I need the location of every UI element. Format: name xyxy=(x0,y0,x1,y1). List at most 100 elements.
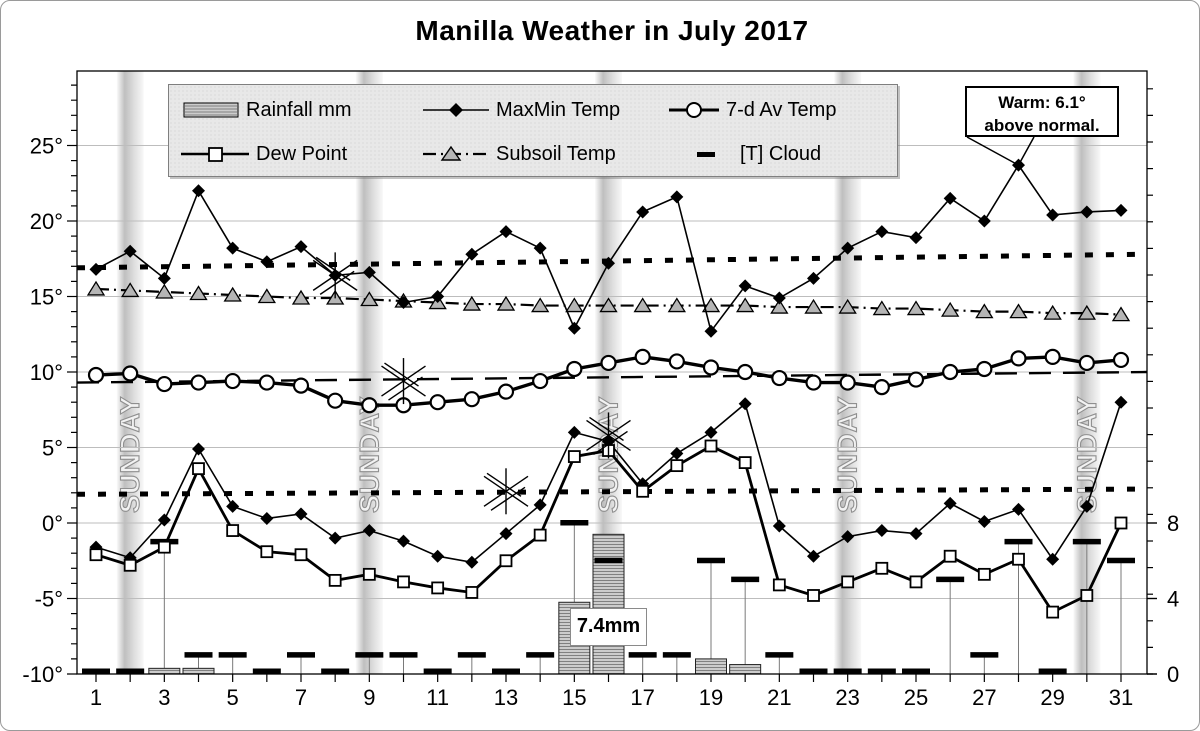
square-marker xyxy=(1046,605,1060,619)
diamond-marker xyxy=(192,442,206,456)
diamond-marker xyxy=(567,321,581,335)
square-marker xyxy=(294,548,308,562)
triangle-marker xyxy=(770,298,789,314)
circle-marker xyxy=(600,354,617,372)
rainfall-bars xyxy=(148,533,762,675)
diamond-marker xyxy=(943,496,957,510)
diamond-marker xyxy=(909,231,923,245)
cloud-dash-day-15 xyxy=(560,520,589,526)
x-label-day-1: 1 xyxy=(90,685,102,710)
square-marker xyxy=(909,575,923,589)
x-label-day-23: 23 xyxy=(835,685,859,710)
square-marker xyxy=(89,548,103,562)
diamond-marker xyxy=(772,519,786,533)
cloud-dash-day-7 xyxy=(287,652,316,658)
circle-marker xyxy=(634,348,651,365)
square-marker xyxy=(772,578,786,592)
cloud-dash-day-24 xyxy=(867,668,896,674)
x-label-day-21: 21 xyxy=(767,685,791,710)
circle-marker xyxy=(87,366,105,384)
rain-bar-day-20 xyxy=(729,664,762,675)
diamond-marker xyxy=(226,499,240,513)
avg7-line-icon xyxy=(669,102,719,118)
diamond-marker xyxy=(157,271,171,285)
legend-label-cloud: [T] Cloud xyxy=(740,142,822,165)
diamond-marker xyxy=(738,279,752,293)
triangle-marker xyxy=(1111,306,1131,322)
circle-marker xyxy=(1078,354,1095,372)
square-marker xyxy=(841,575,855,589)
y-left-label: 10° xyxy=(30,360,63,385)
cloud-dash-day-26 xyxy=(936,576,965,583)
circle-marker xyxy=(429,394,446,411)
chart-title: Manilla Weather in July 2017 xyxy=(415,15,809,46)
diamond-marker xyxy=(1012,502,1026,516)
thunder-marker-day-8 xyxy=(312,252,358,299)
square-marker xyxy=(567,450,581,463)
legend-item-rainfall: Rainfall mm xyxy=(183,98,352,122)
diamond-marker xyxy=(397,534,411,548)
legend-item-cloud: [T] Cloud xyxy=(681,142,821,166)
circle-marker xyxy=(156,375,173,393)
legend-label-dew: Dew Point xyxy=(256,142,348,165)
square-marker xyxy=(875,561,889,575)
diamond-marker xyxy=(465,247,479,261)
diamond-marker xyxy=(157,513,171,527)
cloud-dash-day-4 xyxy=(184,652,213,658)
square-marker xyxy=(123,558,137,572)
square-marker xyxy=(157,540,171,554)
rain-bar-day-16 xyxy=(592,533,625,675)
cloud-dash-day-19 xyxy=(697,557,726,564)
cloud-stems xyxy=(163,523,1122,674)
cloud-dash-day-14 xyxy=(526,652,555,658)
circle-marker xyxy=(1044,348,1061,365)
triangle-marker xyxy=(1043,304,1062,320)
diamond-marker xyxy=(431,549,445,563)
legend-item-maxmin: MaxMin Temp xyxy=(423,98,620,122)
diamond-marker xyxy=(807,271,821,285)
square-marker xyxy=(397,575,410,589)
diamond-marker xyxy=(1114,395,1128,409)
cloud-dash-day-10 xyxy=(389,652,418,658)
dew-line-icon xyxy=(181,147,249,162)
thunder-marker-day-13 xyxy=(483,468,529,515)
diamond-marker xyxy=(841,241,855,255)
circle-marker xyxy=(258,374,275,391)
cloud-dash-day-1 xyxy=(82,668,110,674)
cloud-dash-day-25 xyxy=(902,668,931,674)
x-label-day-9: 9 xyxy=(363,685,375,710)
diamond-marker xyxy=(704,425,718,439)
diamond-marker xyxy=(260,255,274,269)
circle-marker xyxy=(122,365,139,382)
triangle-marker xyxy=(565,297,584,313)
x-label-day-27: 27 xyxy=(972,685,996,710)
circle-marker xyxy=(907,371,925,388)
sunday-label: SUNDAY xyxy=(833,395,863,513)
cloud-dash-day-30 xyxy=(1072,538,1101,545)
x-label-day-3: 3 xyxy=(158,685,170,710)
warm-annotation-line1: Warm: 6.1° xyxy=(998,93,1086,112)
diamond-marker xyxy=(943,191,957,205)
legend-label-rainfall: Rainfall mm xyxy=(246,98,352,121)
x-label-day-25: 25 xyxy=(904,685,928,710)
x-label-day-7: 7 xyxy=(295,685,307,710)
cloud-dash-day-16 xyxy=(594,557,623,564)
triangle-marker xyxy=(531,297,550,313)
square-marker xyxy=(328,573,342,587)
diamond-marker xyxy=(636,205,650,219)
diamond-marker xyxy=(841,530,855,544)
warm-callout-pointer xyxy=(966,136,1035,166)
subsoil-line-icon xyxy=(423,145,489,161)
circle-marker xyxy=(873,379,890,396)
rain-bar-day-4 xyxy=(182,667,215,675)
diamond-marker xyxy=(294,240,308,254)
sunday-label: SUNDAY xyxy=(1072,395,1102,513)
cloud-dash-day-13 xyxy=(492,668,521,674)
circle-marker xyxy=(839,374,856,391)
square-marker xyxy=(636,484,650,498)
square-marker xyxy=(260,545,274,559)
y-left-label: 0° xyxy=(42,511,63,536)
cloud-dash-day-21 xyxy=(765,652,794,658)
triangle-marker xyxy=(462,295,481,311)
maxmin-line-icon xyxy=(423,103,489,117)
